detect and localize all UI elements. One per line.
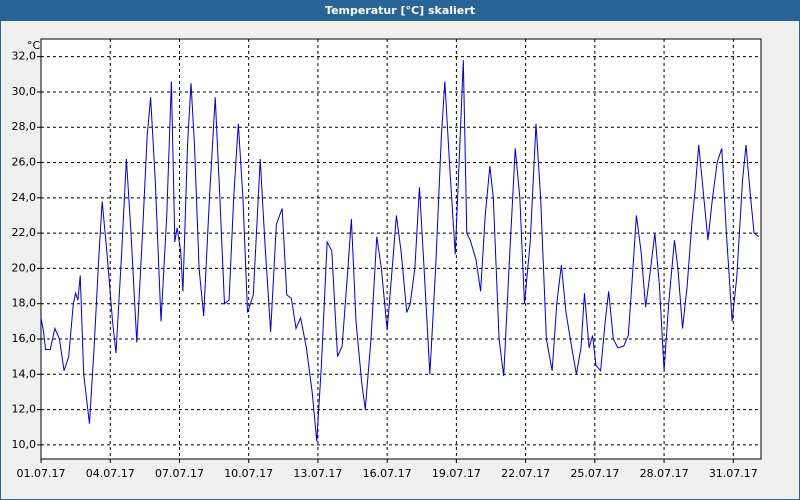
chart: °C 10,0 12,0 14,0 16,0 18,0 20,0 22,0 24,0 26,0 2… bbox=[12, 38, 762, 480]
x-tick-label: 31.07.17 bbox=[709, 467, 758, 480]
x-tick-label: 22.07.17 bbox=[501, 467, 550, 480]
y-unit: °C bbox=[27, 39, 41, 52]
y-tick-label: 14,0 bbox=[12, 367, 37, 380]
x-tick-label: 04.07.17 bbox=[86, 467, 135, 480]
x-tick-label: 01.07.17 bbox=[17, 467, 66, 480]
y-tick-label: 24,0 bbox=[12, 191, 37, 204]
y-tick-label: 32,0 bbox=[12, 50, 37, 63]
y-tick-label: 26,0 bbox=[12, 156, 37, 169]
y-tick-label: 30,0 bbox=[12, 85, 37, 98]
x-tick-label: 16.07.17 bbox=[363, 467, 412, 480]
y-tick-label: 22,0 bbox=[12, 226, 37, 239]
y-tick-label: 18,0 bbox=[12, 297, 37, 310]
y-tick-label: 10,0 bbox=[12, 438, 37, 451]
temperature-line bbox=[40, 60, 759, 442]
x-tick-label: 28.07.17 bbox=[640, 467, 689, 480]
x-tick-label: 25.07.17 bbox=[570, 467, 619, 480]
x-tick-label: 07.07.17 bbox=[155, 467, 204, 480]
x-tick-label: 13.07.17 bbox=[293, 467, 342, 480]
y-tick-label: 12,0 bbox=[12, 403, 37, 416]
y-tick-label: 20,0 bbox=[12, 261, 37, 274]
title-bar: Temperatur [°C] skaliert bbox=[1, 1, 799, 21]
x-tick-label: 10.07.17 bbox=[224, 467, 273, 480]
y-tick-label: 28,0 bbox=[12, 120, 37, 133]
y-tick-label: 16,0 bbox=[12, 332, 37, 345]
x-tick-label: 19.07.17 bbox=[432, 467, 481, 480]
